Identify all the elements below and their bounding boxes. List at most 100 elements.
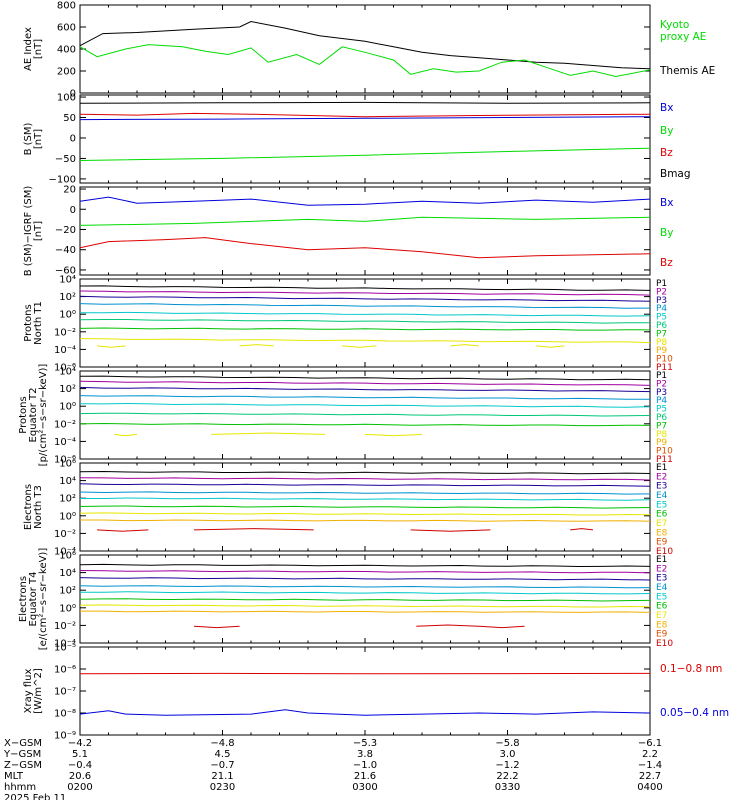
- pequator-ylabel: Equator T2: [28, 388, 39, 443]
- xaxis-row-label: MLT: [4, 771, 24, 782]
- enorth-legend-e4: E4: [656, 491, 668, 501]
- xaxis-row-label: hhmm: [4, 782, 36, 793]
- pnorth-series-5: [80, 311, 650, 317]
- xaxis-row-label: Y−GSM: [3, 749, 41, 760]
- eequator-ytick-label: 10⁰: [59, 603, 76, 614]
- ae-ytick-label: 800: [57, 1, 76, 12]
- xaxis-value: −0.7: [210, 760, 234, 771]
- xray-ylabel: [W/m^2]: [33, 668, 44, 714]
- bsm-series-2: [80, 147, 650, 161]
- bigrf-ylabel: B (SM)−IGRF (SM): [23, 186, 34, 277]
- enorth-sparse-segment: [410, 529, 491, 532]
- bsm-legend-item: Bx: [660, 102, 673, 114]
- enorth-series-2: [80, 477, 650, 481]
- pnorth-legend-p9: P9: [656, 346, 667, 356]
- eequator-series-1: [80, 563, 650, 568]
- bigrf-legend-item: Bz: [660, 257, 673, 269]
- xaxis-value: −6.1: [638, 738, 662, 749]
- pnorth-legend-p11: P11: [656, 363, 673, 373]
- enorth-ytick-label: 10⁻⁴: [54, 547, 76, 558]
- eequator-ytick-label: 10⁶: [59, 551, 76, 562]
- eequator-legend-e6: E6: [656, 602, 668, 612]
- bigrf-ytick-label: −20: [55, 225, 76, 236]
- pequator-ytick-label: 10²: [59, 384, 76, 395]
- enorth-legend-e6: E6: [656, 510, 668, 520]
- pnorth-sparse-segment: [450, 344, 480, 347]
- xaxis-value: 3.8: [357, 749, 373, 760]
- pnorth-series-7: [80, 327, 650, 331]
- bigrf-ytick-label: 20: [63, 185, 76, 196]
- xaxis-value: −1.0: [353, 760, 377, 771]
- pequator-sparse-segment: [364, 433, 423, 437]
- pnorth-ytick-label: 10⁴: [59, 275, 76, 286]
- eequator-legend-e9: E9: [656, 630, 668, 640]
- enorth-sparse-segment: [570, 528, 594, 531]
- enorth-ytick-label: 10⁻²: [54, 529, 76, 540]
- xaxis-value: 0400: [637, 782, 662, 793]
- bsm-ytick-label: 100: [57, 93, 76, 104]
- pequator-series-1: [80, 375, 650, 381]
- eequator-legend-e1: E1: [656, 555, 667, 565]
- pequator-legend-p5: P5: [656, 405, 667, 415]
- pequator-legend-p4: P4: [656, 396, 667, 406]
- xray-ytick-label: 10⁻⁵: [54, 643, 76, 654]
- eequator-legend-e10: E10: [656, 639, 673, 649]
- pnorth-legend-p10: P10: [656, 355, 673, 365]
- bsm-ylabel: [nT]: [33, 129, 44, 149]
- pequator-ytick-label: 10⁰: [59, 402, 76, 413]
- pnorth-series-8: [80, 338, 650, 344]
- eequator-legend-e4: E4: [656, 583, 668, 593]
- bigrf-ytick-label: −40: [55, 245, 76, 256]
- xray-ytick-label: 10⁻⁷: [54, 687, 76, 698]
- bsm-ytick-label: −100: [49, 174, 76, 185]
- ae-ytick-label: 200: [57, 67, 76, 78]
- enorth-ytick-label: 10⁶: [59, 459, 76, 470]
- enorth-sparse-segment: [97, 529, 149, 532]
- pequator-ylabel: Protons: [18, 396, 29, 433]
- pnorth-sparse-segment: [535, 345, 565, 348]
- pequator-legend-p3: P3: [656, 388, 667, 398]
- eequator-series-5: [80, 591, 650, 595]
- pnorth-series-3: [80, 295, 650, 302]
- eequator-sparse-segment: [416, 624, 480, 627]
- bigrf-series-2: [80, 216, 650, 226]
- enorth-series-7: [80, 512, 650, 516]
- xaxis-value: 4.5: [215, 749, 231, 760]
- xaxis-value: 0300: [352, 782, 377, 793]
- pequator-ylabel: [p/(cm²−s−sr−keV)]: [38, 364, 49, 467]
- enorth-ytick-label: 10⁴: [59, 476, 76, 487]
- eequator-sparse-segment: [478, 625, 525, 629]
- pnorth-series-6: [80, 319, 650, 324]
- pequator-legend-p1: P1: [656, 371, 667, 381]
- pnorth-ytick-label: 10⁻⁶: [54, 363, 76, 374]
- enorth-legend-e3: E3: [656, 482, 667, 492]
- pnorth-sparse-segment: [97, 345, 126, 348]
- ae-series-1: [80, 20, 650, 70]
- pequator-ytick-label: 10⁻²: [54, 419, 76, 430]
- enorth-series-1: [80, 470, 650, 475]
- xray-ytick-label: 10⁻⁸: [54, 709, 76, 720]
- bsm-legend-item: Bmag: [660, 168, 691, 180]
- bigrf-series-3: [80, 237, 650, 259]
- pnorth-ytick-label: 10⁻²: [54, 327, 76, 338]
- xaxis-value: 21.6: [354, 771, 376, 782]
- enorth-ytick-label: 10⁰: [59, 511, 76, 522]
- bsm-series-3: [80, 112, 650, 118]
- eequator-ylabel: [e/(cm²−s−sr−keV)]: [38, 548, 49, 651]
- bigrf-legend-item: Bx: [660, 197, 673, 209]
- eequator-series-7: [80, 604, 650, 608]
- bigrf-ylabel: [nT]: [33, 221, 44, 241]
- pnorth-legend-p7: P7: [656, 329, 667, 339]
- eequator-ytick-label: 10⁻²: [54, 621, 76, 632]
- xray-ytick-label: 10⁻⁹: [54, 731, 76, 742]
- enorth-legend-e7: E7: [656, 519, 667, 529]
- enorth-series-3: [80, 483, 650, 487]
- pequator-legend-p10: P10: [656, 447, 673, 457]
- xaxis-date: 2025 Feb 11: [4, 793, 66, 800]
- pequator-series-3: [80, 386, 650, 393]
- ae-series-2: [80, 44, 650, 78]
- pnorth-ytick-label: 10⁻⁴: [54, 345, 76, 356]
- eequator-legend-e2: E2: [656, 564, 667, 574]
- pnorth-ylabel: Protons: [23, 304, 34, 341]
- pequator-series-6: [80, 412, 650, 417]
